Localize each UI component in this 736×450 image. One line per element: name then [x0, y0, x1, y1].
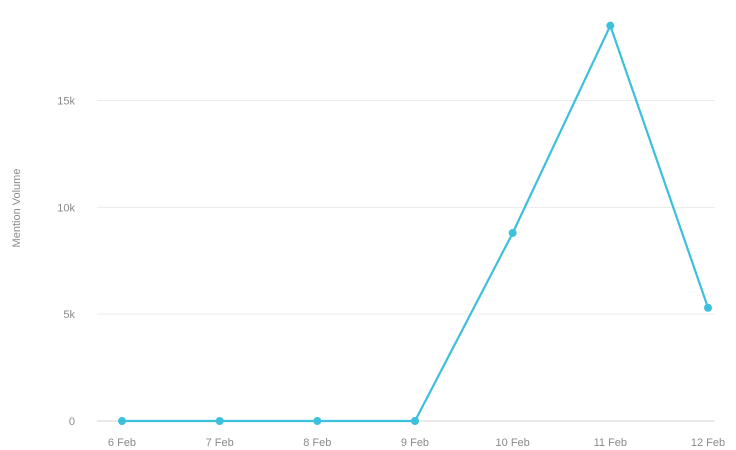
gridlines: [97, 99, 715, 422]
data-point[interactable]: [704, 303, 712, 312]
y-tick-label: 15k: [57, 95, 75, 107]
y-axis-title: Mention Volume: [11, 169, 23, 248]
y-tick-label: 5k: [63, 309, 75, 321]
data-point[interactable]: [313, 417, 322, 425]
x-axis-ticks: 6 Feb 7 Feb 8 Feb 9 Feb 10 Feb 11 Feb 12 Feb: [108, 437, 725, 449]
x-tick-label: 10 Feb: [496, 437, 530, 449]
y-axis-ticks: 0 5k 10k 15k: [57, 95, 75, 428]
data-point[interactable]: [215, 417, 224, 425]
series-group: [118, 21, 712, 425]
x-tick-label: 6 Feb: [108, 437, 136, 449]
data-point[interactable]: [606, 21, 615, 30]
x-tick-label: 8 Feb: [303, 437, 331, 449]
data-point[interactable]: [508, 228, 517, 237]
data-point[interactable]: [411, 417, 419, 425]
series-line: [122, 24, 710, 423]
x-tick-label: 7 Feb: [206, 437, 234, 449]
y-tick-label: 10k: [57, 202, 75, 214]
x-tick-label: 12 Feb: [691, 437, 725, 449]
x-tick-label: 9 Feb: [401, 437, 429, 449]
y-tick-label: 0: [69, 416, 75, 428]
x-tick-label: 11 Feb: [594, 437, 627, 449]
data-point[interactable]: [118, 417, 126, 425]
